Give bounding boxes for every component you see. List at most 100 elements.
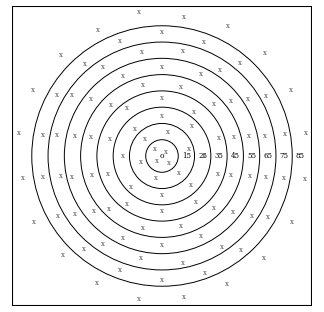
Text: x: x	[164, 148, 168, 156]
Text: x: x	[125, 200, 129, 208]
Text: x: x	[238, 59, 242, 67]
Text: x: x	[17, 129, 21, 137]
Text: x: x	[263, 173, 268, 181]
Text: x: x	[265, 213, 270, 221]
Text: x: x	[107, 205, 111, 213]
Text: x: x	[199, 70, 203, 78]
Text: x: x	[141, 224, 145, 232]
Text: x: x	[143, 135, 147, 143]
Text: x: x	[55, 131, 59, 139]
Text: x: x	[247, 132, 251, 140]
Text: x: x	[181, 259, 185, 267]
Text: x: x	[70, 173, 74, 181]
Text: x: x	[217, 134, 221, 142]
Text: x: x	[133, 125, 137, 133]
Text: x: x	[109, 101, 113, 109]
Text: x: x	[303, 175, 307, 183]
Text: x: x	[177, 169, 181, 177]
Text: x: x	[225, 280, 229, 288]
Text: 15: 15	[182, 152, 191, 160]
Text: x: x	[73, 210, 77, 218]
Text: x: x	[59, 51, 63, 59]
Text: x: x	[92, 207, 96, 215]
Text: x: x	[167, 128, 170, 136]
Text: x: x	[160, 207, 164, 215]
Text: x: x	[96, 26, 99, 34]
Text: x: x	[56, 212, 60, 220]
Text: x: x	[118, 37, 122, 45]
Text: x: x	[139, 158, 143, 166]
Text: x: x	[95, 279, 99, 287]
Text: x: x	[137, 295, 141, 304]
Text: x: x	[193, 198, 198, 206]
Text: 25: 25	[198, 152, 207, 160]
Text: x: x	[55, 91, 59, 100]
Text: x: x	[89, 133, 93, 141]
Text: x: x	[140, 48, 144, 56]
Text: x: x	[246, 95, 249, 103]
Text: x: x	[192, 108, 196, 116]
Text: 85: 85	[296, 152, 305, 160]
Text: x: x	[212, 204, 216, 212]
Text: x: x	[179, 83, 182, 91]
Text: x: x	[220, 243, 224, 251]
Text: x: x	[70, 91, 74, 99]
Text: x: x	[31, 86, 35, 94]
Text: x: x	[212, 100, 216, 108]
Text: x: x	[41, 173, 45, 181]
Text: x: x	[82, 245, 86, 253]
Text: x: x	[289, 86, 293, 95]
Text: x: x	[167, 159, 171, 167]
Text: x: x	[290, 218, 294, 226]
Text: x: x	[121, 152, 125, 160]
Text: x: x	[83, 60, 87, 68]
Text: x: x	[218, 66, 222, 75]
Text: x: x	[139, 254, 143, 262]
Text: x: x	[121, 72, 125, 80]
Text: x: x	[249, 212, 254, 221]
Text: x: x	[160, 112, 164, 120]
Text: x: x	[108, 135, 111, 143]
Text: x: x	[106, 170, 110, 178]
Text: x: x	[282, 173, 286, 182]
Text: x: x	[231, 208, 235, 216]
Text: x: x	[121, 234, 125, 242]
Text: x: x	[182, 293, 186, 301]
Text: x: x	[61, 251, 65, 259]
Text: 75: 75	[280, 152, 289, 160]
Text: x: x	[187, 145, 191, 153]
Text: x: x	[232, 133, 236, 141]
Text: x: x	[141, 81, 145, 89]
Text: x: x	[229, 97, 233, 105]
Text: x: x	[182, 13, 186, 22]
Text: x: x	[264, 92, 268, 100]
Text: o: o	[160, 152, 164, 160]
Text: x: x	[154, 174, 158, 182]
Text: x: x	[101, 63, 105, 71]
Text: x: x	[137, 8, 141, 16]
Text: x: x	[90, 171, 94, 179]
Text: x: x	[59, 172, 63, 180]
Text: x: x	[229, 171, 233, 178]
Text: 65: 65	[263, 152, 272, 160]
Text: x: x	[153, 145, 157, 153]
Text: x: x	[181, 47, 185, 55]
Text: x: x	[41, 131, 45, 139]
Text: x: x	[263, 132, 267, 140]
Text: x: x	[248, 172, 251, 180]
Text: x: x	[160, 241, 164, 249]
Text: 45: 45	[231, 152, 240, 160]
Text: x: x	[160, 276, 164, 284]
Text: x: x	[100, 240, 105, 248]
Text: x: x	[226, 22, 230, 30]
Text: x: x	[125, 104, 129, 111]
Text: x: x	[263, 49, 267, 57]
Text: x: x	[304, 129, 308, 137]
Text: x: x	[160, 28, 164, 36]
Text: x: x	[216, 170, 220, 178]
Text: x: x	[160, 94, 164, 102]
Text: x: x	[155, 158, 158, 165]
Text: x: x	[262, 254, 266, 262]
Text: x: x	[73, 132, 77, 140]
Text: 55: 55	[247, 152, 256, 160]
